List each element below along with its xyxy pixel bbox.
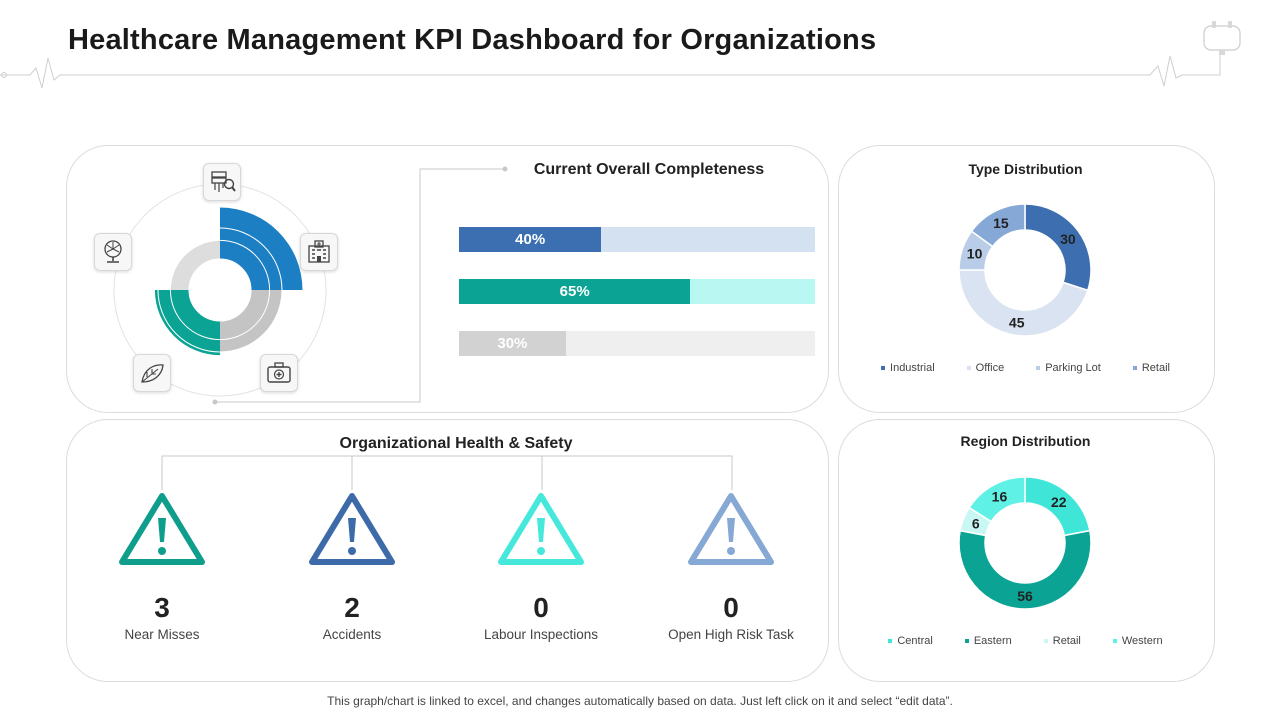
legend-item: Office <box>966 362 1005 374</box>
radial-guide-ring <box>157 227 283 353</box>
radial-segment-1 <box>154 290 220 356</box>
legend-swatch <box>881 366 886 370</box>
legend-label: Retail <box>1141 362 1170 374</box>
legend-item: Retail <box>1043 635 1081 647</box>
donut-slice-western <box>968 476 1026 523</box>
safety-label: Near Misses <box>124 627 200 642</box>
warning-triangle-icon <box>119 493 205 565</box>
warning-triangle-icon <box>688 493 774 565</box>
legend-label: Industrial <box>890 362 935 374</box>
page-title: Healthcare Management KPI Dashboard for … <box>68 24 877 56</box>
type-distribution-title: Type Distribution <box>968 161 1083 177</box>
completeness-title: Current Overall Completeness <box>533 161 765 178</box>
warning-triangle-icon <box>309 493 395 565</box>
legend-item: Retail <box>1132 362 1170 374</box>
legend-item: Western <box>1112 635 1163 647</box>
donut-data-label: 56 <box>1017 588 1033 604</box>
hospital-icon <box>300 233 338 271</box>
bar-fill <box>459 331 566 356</box>
safety-count: 3 <box>154 592 170 623</box>
footer-note: This graph/chart is linked to excel, and… <box>327 694 953 708</box>
legend-swatch <box>1112 639 1117 643</box>
radial-segment-4 <box>170 240 220 290</box>
legend-swatch <box>1043 639 1048 643</box>
region-distribution-legend: Central Eastern Retail Western <box>838 635 1213 647</box>
donut-data-label: 45 <box>1009 314 1025 330</box>
legend-item: Industrial <box>881 362 935 374</box>
safety-connector <box>161 455 733 490</box>
safety-label: Accidents <box>322 627 382 642</box>
type-distribution-card <box>838 145 1215 413</box>
radial-segment-3 <box>220 290 282 352</box>
bar-fill <box>459 279 691 304</box>
donut-slice-retail <box>970 203 1026 248</box>
region-distribution-donut: 22 56 6 16 <box>958 476 1092 610</box>
legend-label: Central <box>897 635 933 647</box>
legend-label: Office <box>975 362 1005 374</box>
radial-guide-ring <box>188 258 252 322</box>
completeness-bar-1: 40% <box>459 227 815 252</box>
server-search-icon <box>203 163 241 201</box>
donut-data-label: 30 <box>1060 231 1076 247</box>
safety-label: Open High Risk Task <box>668 627 794 642</box>
region-distribution-title: Region Distribution <box>960 433 1091 449</box>
first-aid-kit-icon <box>260 354 298 392</box>
donut-data-label: 15 <box>993 215 1009 231</box>
radial-segment-2 <box>220 207 303 290</box>
plug-icon <box>1203 21 1241 55</box>
legend-swatch <box>966 366 971 370</box>
safety-title: Organizational Health & Safety <box>339 435 573 452</box>
type-distribution-legend: Industrial Office Parking Lot Retail <box>838 362 1213 374</box>
region-distribution-card <box>838 419 1215 682</box>
donut-data-label: 10 <box>967 246 983 262</box>
bar-label: 65% <box>559 283 590 300</box>
legend-swatch <box>888 639 893 643</box>
donut-slice-eastern <box>958 529 1092 610</box>
donut-data-label: 22 <box>1051 494 1067 510</box>
legend-label: Eastern <box>973 635 1012 647</box>
completeness-bar-2: 65% <box>459 279 815 304</box>
donut-slice-office <box>958 269 1089 337</box>
legend-item: Eastern <box>964 635 1012 647</box>
bar-label: 40% <box>515 231 546 248</box>
heartbeat-line-icon <box>0 48 1221 89</box>
legend-swatch <box>1132 366 1137 370</box>
safety-count: 0 <box>533 592 549 623</box>
safety-label: Labour Inspections <box>483 627 599 642</box>
leaf-icon <box>133 354 171 392</box>
safety-count: 0 <box>723 592 739 623</box>
legend-label: Parking Lot <box>1045 362 1101 374</box>
donut-slice-industrial <box>1024 203 1092 292</box>
warning-triangle-icon <box>498 493 584 565</box>
legend-item: Parking Lot <box>1036 362 1101 374</box>
completeness-bar-3: 30% <box>459 331 815 356</box>
donut-data-label: 16 <box>992 489 1008 505</box>
legend-swatch <box>1036 366 1041 370</box>
donut-data-label: 6 <box>972 515 980 531</box>
legend-label: Retail <box>1052 635 1081 647</box>
type-distribution-donut: 30 45 10 15 <box>958 203 1092 337</box>
bar-label: 30% <box>497 335 528 352</box>
legend-swatch <box>964 639 969 643</box>
fan-icon <box>94 233 132 271</box>
bar-fill <box>459 227 602 252</box>
safety-count: 2 <box>344 592 360 623</box>
legend-label: Western <box>1121 635 1163 647</box>
connector-line <box>212 166 508 405</box>
legend-item: Central <box>888 635 933 647</box>
radial-guide-ring <box>169 239 271 341</box>
